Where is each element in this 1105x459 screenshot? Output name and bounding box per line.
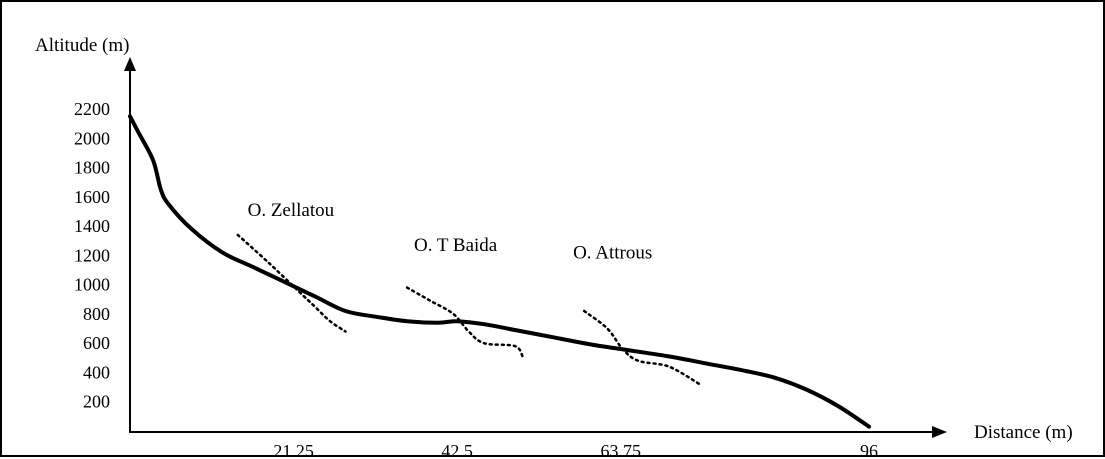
y-tick-label: 400 (83, 362, 110, 382)
y-tick-label: 1000 (74, 275, 110, 295)
x-tick-label: 96 (860, 441, 878, 459)
wadi-crossing-line (236, 233, 347, 333)
altitude-profile-line (128, 114, 871, 429)
y-tick-label: 1800 (74, 158, 110, 178)
wadi-label: O. Zellatou (248, 200, 335, 221)
y-tick-label: 1600 (74, 187, 110, 207)
y-tick-label: 600 (83, 333, 110, 353)
wadi-crossing-line (582, 309, 701, 386)
wadi-label: O. T Baida (414, 235, 498, 256)
y-tick-label: 1400 (74, 216, 110, 236)
wadi-crossing-line (405, 286, 524, 358)
x-tick-label: 21.25 (273, 441, 314, 459)
y-axis-arrowhead (124, 57, 136, 71)
x-tick-label: 63.75 (600, 441, 641, 459)
x-tick-label: 42.5 (441, 441, 473, 459)
y-axis-label: Altitude (m) (35, 35, 129, 56)
wadi-label: O. Attrous (573, 242, 652, 263)
x-axis-label: Distance (m) (974, 422, 1073, 443)
y-tick-label: 2200 (74, 99, 110, 119)
y-tick-label: 1200 (74, 245, 110, 265)
y-tick-label: 200 (83, 392, 110, 412)
y-tick-label: 800 (83, 304, 110, 324)
y-tick-label: 2000 (74, 128, 110, 148)
x-axis-arrowhead (932, 426, 947, 438)
